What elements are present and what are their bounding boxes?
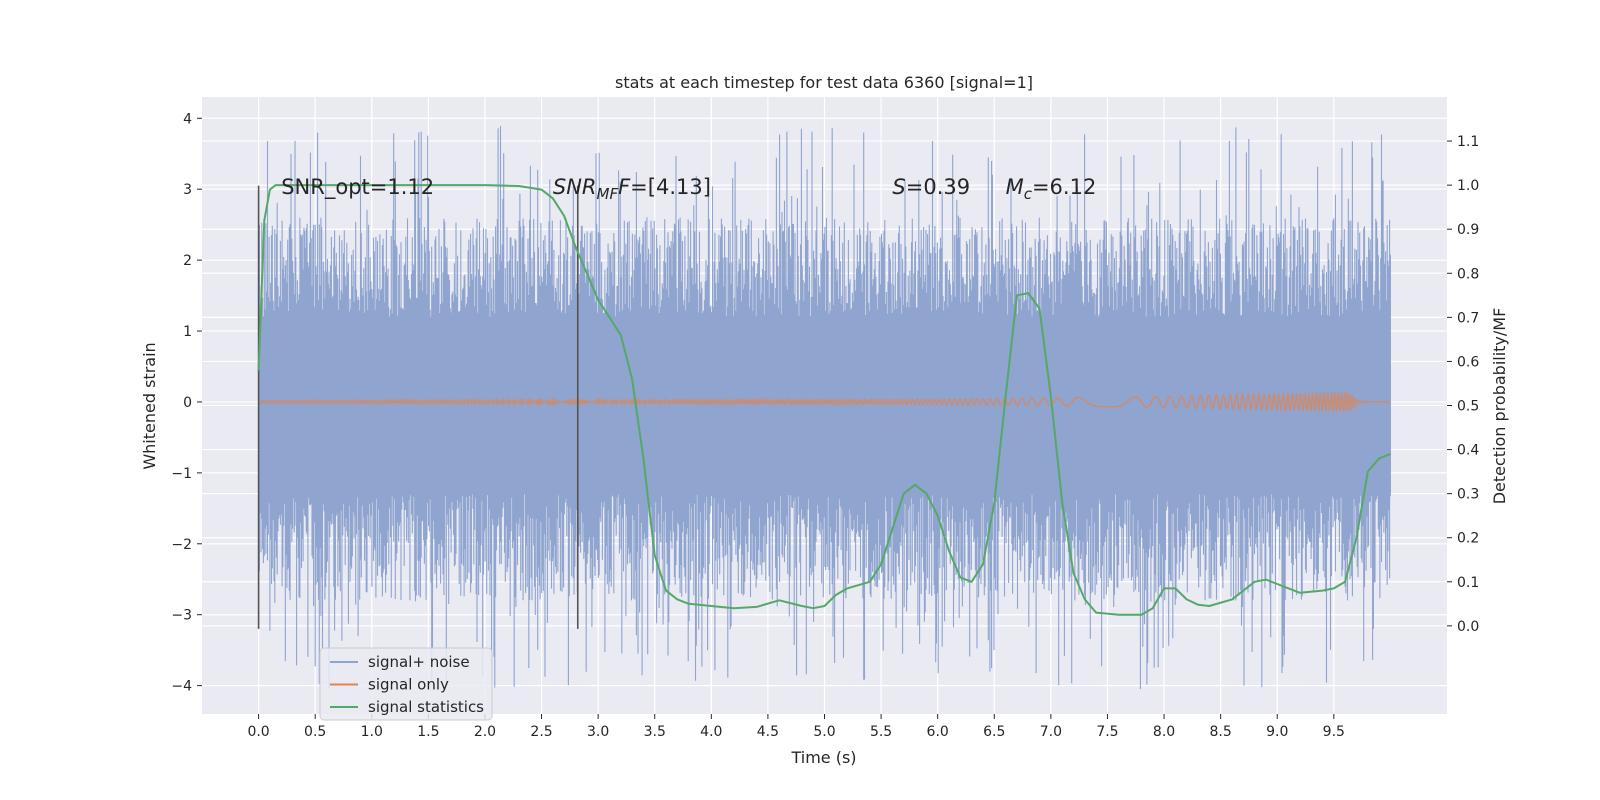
y-right-tick-label: 0.1 [1457,575,1479,591]
legend-label: signal only [368,676,449,694]
vertical-markers [257,185,579,629]
x-tick-label: 1.5 [417,724,439,740]
x-tick-label: 2.0 [474,724,496,740]
y-right-tick-label: 1.1 [1457,134,1479,150]
legend-label: signal statistics [368,698,484,716]
x-tick-label: 9.5 [1323,724,1345,740]
y-axis-left-ticks: 4 3 2 1 0 −1 −2 −3 −4 [171,111,202,695]
x-tick-label: 5.5 [870,724,892,740]
y-right-tick-label: 0.6 [1457,354,1479,370]
annotation-text: S=0.39 [892,175,970,199]
signal-only-trace [257,390,1391,414]
legend-label: signal+ noise [368,653,470,671]
x-tick-label: 8.0 [1153,724,1175,740]
x-axis-ticks: 0.0 0.5 1.0 1.5 2.0 2.5 3.0 3.5 4.0 4.5 5.0 5.5 6.0 6… [247,714,1345,740]
y-right-tick-label: 0.8 [1457,266,1479,282]
x-tick-label: 6.0 [927,724,949,740]
x-tick-label: 0.0 [247,724,269,740]
y-left-tick-label: 0 [183,395,192,411]
x-axis-label: Time (s) [790,748,856,767]
legend: signal+ noise signal only signal statistic… [319,647,493,721]
signal-noise-series [258,126,1391,690]
x-tick-label: 6.5 [983,724,1005,740]
y-axis-right-label: Detection probability/MF [1490,308,1509,505]
x-tick-label: 0.5 [304,724,326,740]
y-right-tick-label: 0.4 [1457,443,1479,459]
annotation-text: SNR_opt=1.12 [281,175,434,200]
y-left-tick-label: 2 [183,253,192,269]
y-right-tick-label: 0.9 [1457,222,1479,238]
signal-statistics-series [257,184,1391,616]
x-tick-label: 1.0 [361,724,383,740]
signal-statistics-line [257,184,1391,616]
y-left-tick-label: −3 [171,608,192,624]
y-right-tick-label: 0.7 [1457,310,1479,326]
y-left-tick-label: 4 [183,111,192,127]
annotation-text: Mc=6.12 [1006,175,1097,203]
y-left-tick-label: 1 [183,324,192,340]
y-right-tick-label: 0.0 [1457,619,1479,635]
annotation-text: SNRMFF=[4.13] [553,175,711,203]
y-left-tick-label: 3 [183,182,192,198]
y-left-tick-label: −4 [171,679,192,695]
x-tick-label: 3.0 [587,724,609,740]
annotations: SNR_opt=1.12 SNRMFF=[4.13] S=0.39 Mc=6.12 [281,175,1096,203]
y-left-tick-label: −1 [171,466,192,482]
x-tick-label: 4.5 [757,724,779,740]
legend-box [319,647,493,721]
x-tick-label: 7.0 [1040,724,1062,740]
chart-title: stats at each timestep for test data 636… [615,73,1033,92]
x-tick-label: 3.5 [644,724,666,740]
x-tick-label: 7.5 [1096,724,1118,740]
y-axis-left-label: Whitened strain [140,342,159,469]
y-axis-right-ticks: 1.1 1.0 0.9 0.8 0.7 0.6 0.5 0.4 0.3 0.2 0.1 0.0 [1447,134,1479,635]
y-right-tick-label: 0.2 [1457,531,1479,547]
y-right-tick-label: 1.0 [1457,178,1479,194]
x-tick-label: 9.0 [1266,724,1288,740]
y-right-tick-label: 0.3 [1457,487,1479,503]
x-tick-label: 4.0 [700,724,722,740]
x-tick-label: 8.5 [1210,724,1232,740]
y-left-tick-label: −2 [171,537,192,553]
signal-only-series [257,390,1391,414]
x-tick-label: 5.0 [813,724,835,740]
x-tick-label: 2.5 [530,724,552,740]
y-right-tick-label: 0.5 [1457,399,1479,415]
